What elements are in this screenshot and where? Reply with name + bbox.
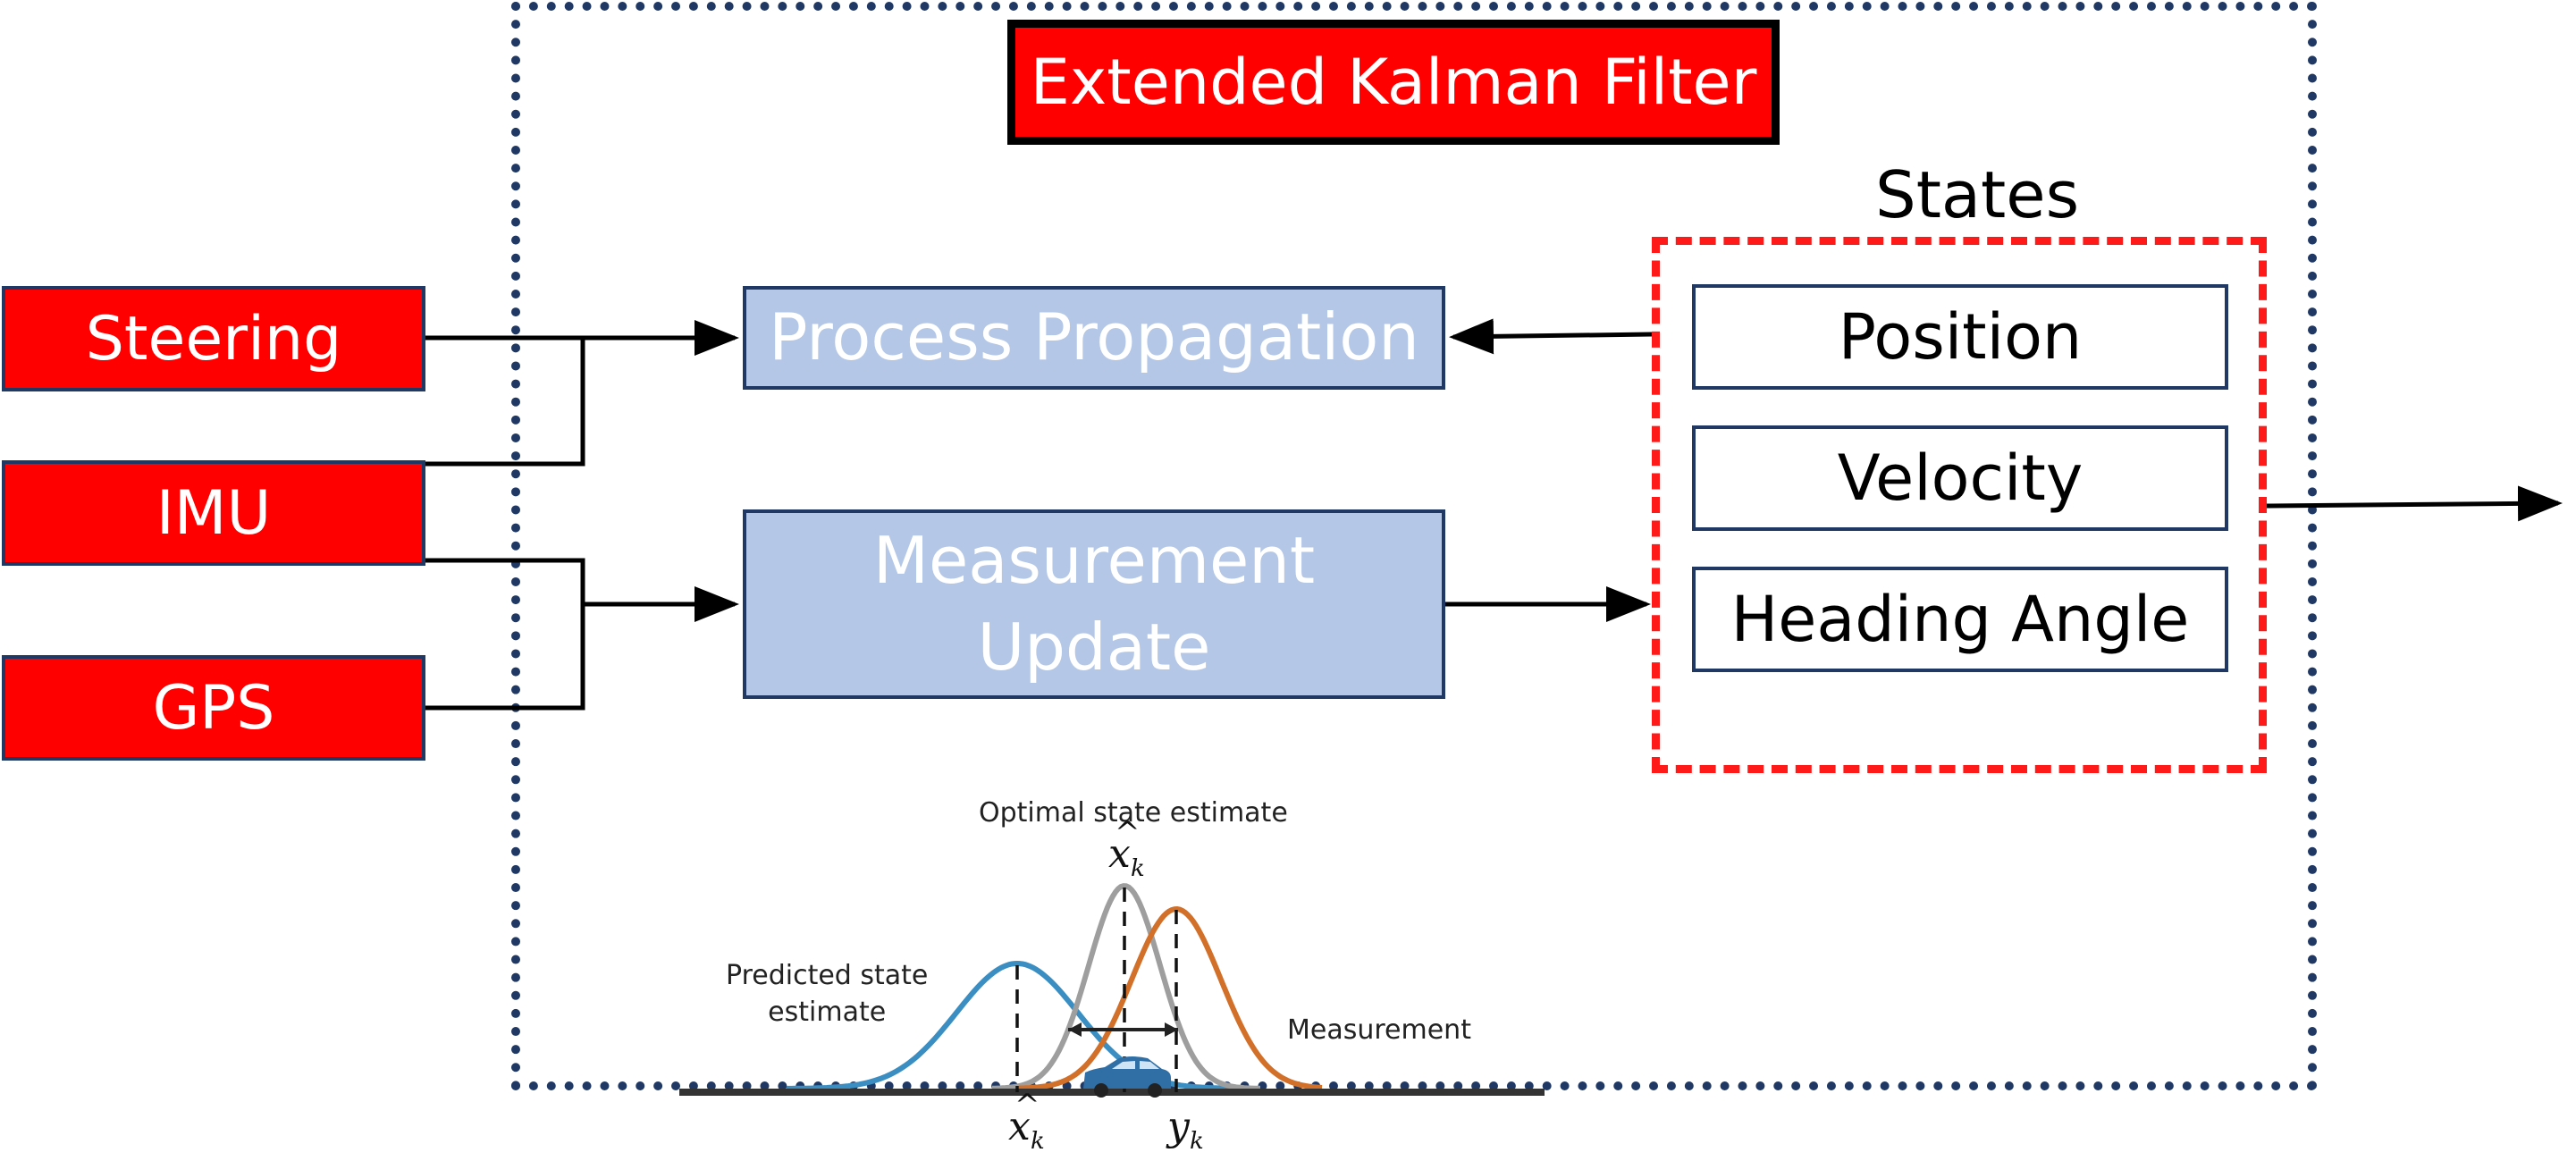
ekf-title: Extended Kalman Filter: [1007, 20, 1780, 145]
measurement-curve: [1018, 905, 1323, 1091]
estimate-range-arrowhead-left: [1068, 1022, 1082, 1037]
optimal-state-label: Optimal state estimate: [979, 797, 1288, 829]
measurement-y-symbol: y: [1166, 1104, 1191, 1149]
gaussian-curves: [787, 883, 1323, 1091]
svg-text:k: k: [1031, 1128, 1045, 1155]
state-heading-angle: Heading Angle: [1692, 567, 2228, 672]
gps-input: GPS: [2, 655, 425, 761]
svg-text:^: ^: [1014, 1088, 1040, 1123]
svg-text:^: ^: [1115, 815, 1141, 851]
imu-input: IMU: [2, 460, 425, 566]
svg-text:k: k: [1190, 1128, 1204, 1155]
states-group: [1652, 237, 2267, 773]
process-propagation-block: Process Propagation: [743, 286, 1445, 390]
ekf-boundary: [511, 2, 2317, 1090]
optimal-curve: [991, 883, 1260, 1091]
predicted-curve: [787, 960, 1250, 1091]
measurement-label: Measurement: [1287, 1014, 1471, 1046]
steering-input: Steering: [2, 286, 425, 391]
states-label: States: [1875, 157, 2080, 232]
state-velocity: Velocity: [1692, 425, 2228, 531]
predicted-xhat-symbol: x: [1008, 1104, 1031, 1149]
optimal-xhat-symbol: x: [1108, 831, 1131, 877]
imu-to-measurement-line: [425, 558, 585, 711]
state-position: Position: [1692, 284, 2228, 390]
svg-text:k: k: [1131, 855, 1145, 882]
states-output-arrow: [2266, 485, 2563, 522]
car-icon: [1083, 1056, 1171, 1098]
predicted-state-label: Predicted state estimate: [726, 960, 929, 1028]
measurement-update-block: Measurement Update: [743, 509, 1445, 699]
imu-to-process-line: [425, 338, 585, 467]
states-to-process-arrow: [1449, 318, 1653, 355]
estimate-range-arrowhead-right: [1165, 1022, 1178, 1037]
